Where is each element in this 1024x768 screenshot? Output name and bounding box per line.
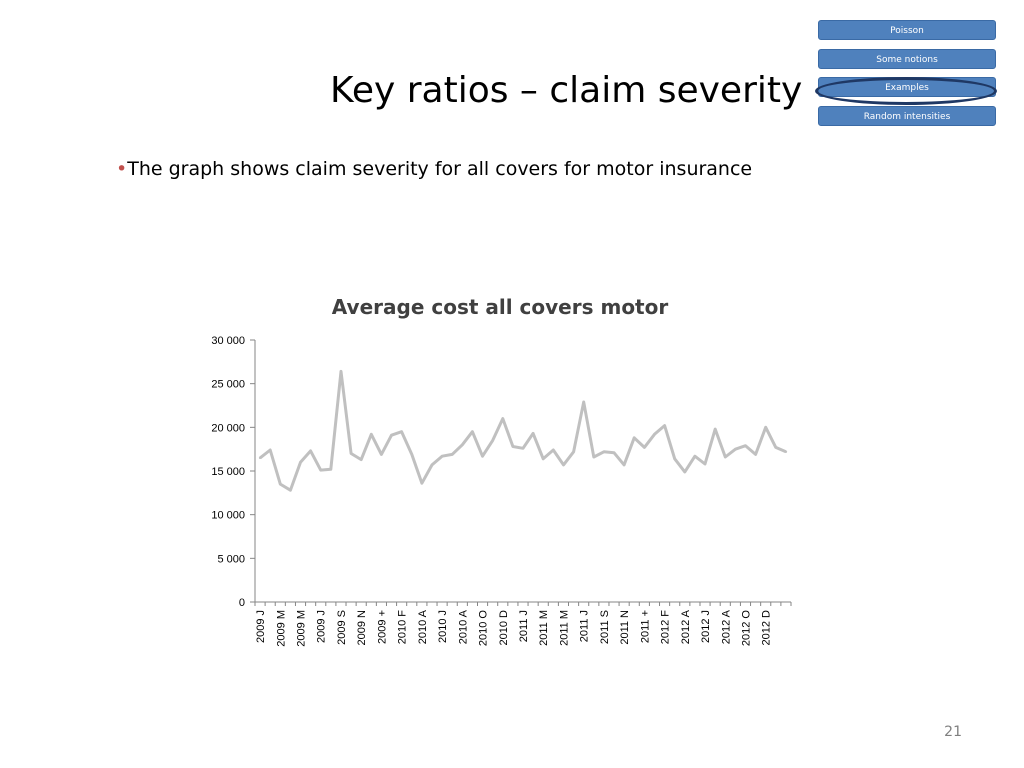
line-chart: 0 5 000 10 000 15 000 20 000 25 000 30 000 2009… [211, 335, 792, 647]
bullet-point: •The graph shows claim severity for all … [116, 158, 752, 180]
data-point [562, 463, 565, 467]
data-point [339, 370, 343, 373]
x-tick-label: 2011 + [639, 610, 651, 643]
x-tick-label: 2012 F [660, 610, 672, 645]
x-tick-label: 2009 S [336, 610, 348, 645]
data-point [299, 461, 302, 464]
chart-title: Average cost all covers motor [331, 295, 669, 319]
x-tick-label: 2009 J [255, 610, 267, 643]
x-tick-label: 2010 A [417, 609, 429, 644]
data-point [521, 447, 525, 450]
x-tick-label: 2010 A [457, 609, 469, 644]
data-point [289, 489, 292, 492]
y-tick-label: 25 000 [211, 379, 245, 391]
y-tick-label: 0 [239, 597, 245, 609]
x-tick-label: 2011 J [518, 610, 530, 642]
data-point [471, 430, 474, 433]
x-tick-label: 2009 J [316, 610, 328, 643]
data-point [370, 433, 373, 436]
data-point [400, 430, 403, 433]
y-tick-label: 20 000 [211, 422, 245, 434]
x-tick-label: 2012 O [740, 610, 752, 647]
data-point [511, 445, 515, 448]
x-tick-label: 2012 J [700, 610, 712, 643]
data-point [420, 482, 424, 485]
data-point [491, 439, 494, 442]
x-tick-label: 2010 D [498, 610, 510, 646]
x-tick-label: 2009 + [376, 610, 388, 644]
data-point [531, 432, 535, 435]
data-point [703, 462, 707, 466]
nav-button-some-notions[interactable]: Some notions [818, 49, 996, 69]
data-point [349, 452, 353, 455]
data-point [309, 449, 312, 453]
page-number: 21 [944, 724, 962, 740]
slide-title: Key ratios – claim severity [330, 70, 803, 111]
data-point [410, 453, 413, 456]
data-point [542, 457, 545, 460]
x-tick-label: 2010 F [397, 610, 409, 645]
x-tick-label: 2012 D [761, 610, 773, 646]
data-point [683, 470, 687, 474]
y-tick-label: 10 000 [211, 510, 245, 522]
data-point [673, 457, 676, 460]
data-point [440, 454, 444, 458]
x-tick-label: 2011 J [579, 610, 591, 642]
series-line [259, 369, 787, 492]
data-point [602, 450, 606, 453]
data-point [319, 468, 322, 472]
x-tick-label: 2011 S [599, 610, 611, 644]
y-tick-label: 15 000 [211, 466, 245, 478]
nav-button-random-intensities[interactable]: Random intensities [818, 106, 996, 126]
data-point [693, 454, 697, 458]
y-tick-label: 5 000 [217, 553, 245, 565]
x-tick-label: 2010 O [478, 610, 490, 647]
data-point [724, 455, 727, 459]
data-point [572, 450, 575, 453]
data-point [501, 417, 504, 420]
data-point [633, 436, 636, 440]
data-point [451, 453, 454, 456]
data-point [612, 451, 616, 454]
data-point [643, 446, 646, 449]
data-point [784, 450, 788, 453]
x-tick-label: 2012 A [720, 609, 732, 644]
x-tick-label: 2009 M [275, 610, 287, 647]
data-point [734, 447, 737, 451]
bullet-marker: • [116, 158, 128, 180]
x-tick-label: 2010 J [437, 610, 449, 643]
bullet-text: The graph shows claim severity for all c… [127, 158, 753, 180]
data-point [279, 482, 282, 486]
data-point [622, 463, 626, 467]
data-point [582, 400, 585, 404]
x-tick-label: 2009 N [356, 610, 368, 646]
data-point [430, 463, 434, 467]
nav-button-examples[interactable]: Examples [818, 77, 996, 97]
nav-button-poisson[interactable]: Poisson [818, 20, 996, 40]
x-tick-label: 2011 M [538, 610, 550, 646]
data-point [380, 453, 383, 456]
data-point [663, 424, 666, 427]
y-tick-label: 30 000 [211, 335, 245, 347]
data-point [764, 426, 767, 429]
x-tick-label: 2012 A [680, 609, 692, 644]
data-point [329, 468, 333, 471]
data-point [592, 455, 595, 459]
data-point [713, 427, 717, 431]
x-tick-label: 2011 M [558, 610, 570, 646]
x-tick-label: 2011 N [619, 610, 631, 645]
data-point [754, 453, 757, 456]
data-point [552, 448, 555, 452]
data-point [461, 443, 464, 446]
data-point [258, 456, 262, 460]
data-point [268, 448, 272, 452]
data-point [774, 446, 778, 449]
data-point [359, 458, 363, 461]
data-point [390, 433, 393, 437]
x-tick-label: 2009 M [296, 610, 308, 647]
data-point [653, 433, 656, 436]
data-point [481, 454, 484, 458]
data-point [744, 444, 747, 447]
